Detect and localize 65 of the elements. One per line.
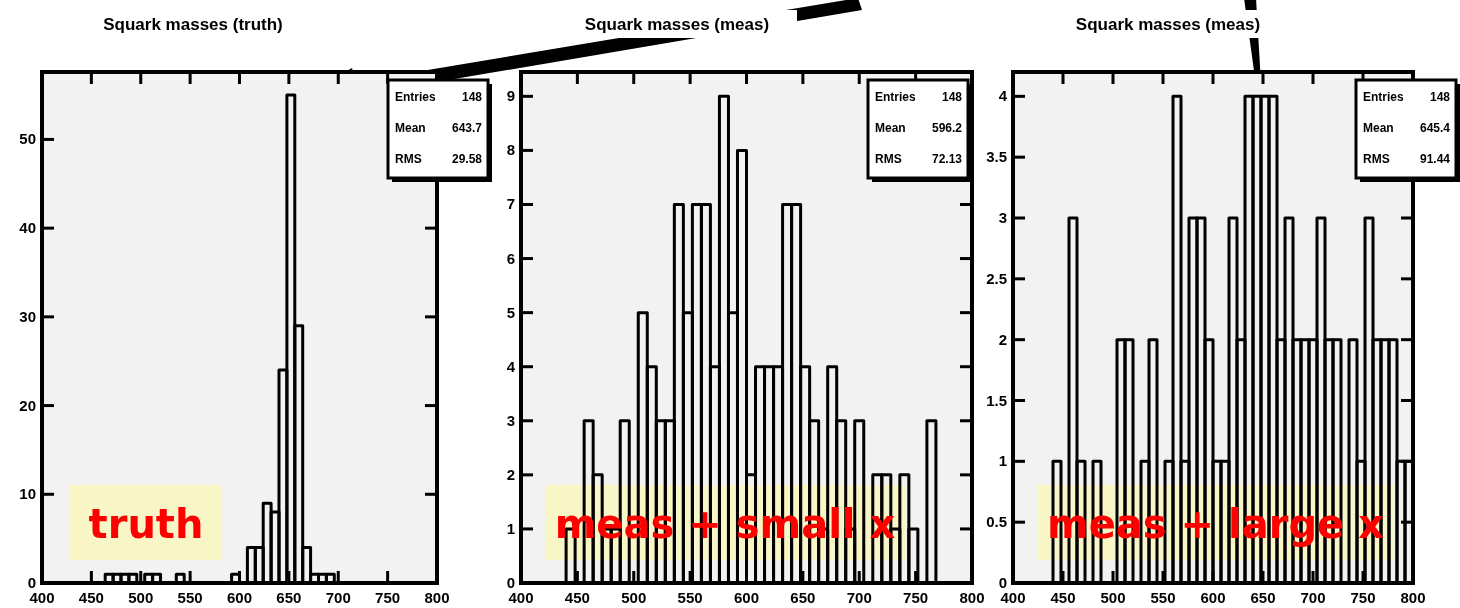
annotation: truth [88,501,204,547]
y-tick-label: 9 [506,87,515,105]
y-tick-label: 20 [19,396,36,414]
x-tick-label: 750 [903,589,929,606]
text: Mean 643.7 [395,121,482,135]
y-tick-label: 30 [19,307,36,325]
x-tick-label: 550 [1150,589,1176,606]
chart-title: Squark masses (meas) [584,15,770,34]
x-tick-label: 650 [790,589,816,606]
x-tick-label: 450 [1050,589,1076,606]
y-tick-label: 1.5 [986,391,1007,409]
y-tick-label: 5 [506,303,515,321]
chart-title: Squark masses (truth) [103,15,283,34]
text: RMS 91.44 [1363,152,1450,166]
y-tick-label: 7 [506,195,515,213]
y-tick-label: 6 [506,249,515,267]
text: Entries 148 [875,90,962,104]
y-tick-label: 3 [998,209,1007,226]
y-tick-label: 1 [506,519,515,537]
x-tick-label: 700 [325,589,351,606]
text: RMS 29.58 [395,152,482,166]
x-tick-label: 700 [846,589,872,606]
x-tick-label: 500 [621,589,647,606]
x-tick-label: 800 [424,589,450,606]
x-tick-label: 650 [1250,589,1276,606]
x-tick-label: 600 [1200,589,1226,606]
y-tick-label: 40 [19,219,36,237]
y-tick-label: 4 [506,357,516,375]
y-tick-label: 2.5 [986,269,1007,287]
x-tick-label: 650 [276,589,302,606]
y-tick-label: 3.5 [986,148,1007,166]
x-tick-label: 450 [78,589,104,606]
x-tick-label: 700 [1300,589,1326,606]
x-tick-label: 600 [226,589,253,606]
y-tick-label: 2 [998,330,1007,348]
y-tick-label: 4 [998,87,1008,105]
text: Mean 645.4 [1363,121,1450,135]
x-tick-label: 600 [733,589,760,606]
y-tick-label: 0 [27,574,36,591]
x-tick-label: 800 [959,589,985,606]
text: Mean 596.2 [875,121,962,135]
x-tick-label: 400 [29,589,55,606]
x-tick-label: 750 [1350,589,1376,606]
text: RMS 72.13 [875,152,962,166]
y-tick-label: 8 [506,141,515,159]
y-tick-label: 0 [998,574,1007,591]
x-tick-label: 400 [508,589,534,606]
x-tick-label: 500 [1100,589,1126,606]
text: Entries 148 [395,90,482,104]
x-tick-label: 400 [1000,589,1026,606]
y-tick-label: 3 [506,411,515,429]
y-tick-label: 1 [998,452,1007,470]
chart-title: Squark masses (meas) [1075,15,1261,34]
x-tick-label: 550 [177,589,203,606]
x-tick-label: 550 [677,589,703,606]
x-tick-label: 800 [1400,589,1426,606]
y-tick-label: 0.5 [986,513,1007,531]
x-tick-label: 450 [564,589,590,606]
x-tick-label: 500 [128,589,154,606]
y-tick-label: 10 [19,485,36,503]
x-tick-label: 750 [375,589,401,606]
y-tick-label: 2 [506,465,515,483]
y-tick-label: 50 [19,130,36,148]
y-tick-label: 0 [506,574,515,591]
text: Entries 148 [1363,90,1450,104]
